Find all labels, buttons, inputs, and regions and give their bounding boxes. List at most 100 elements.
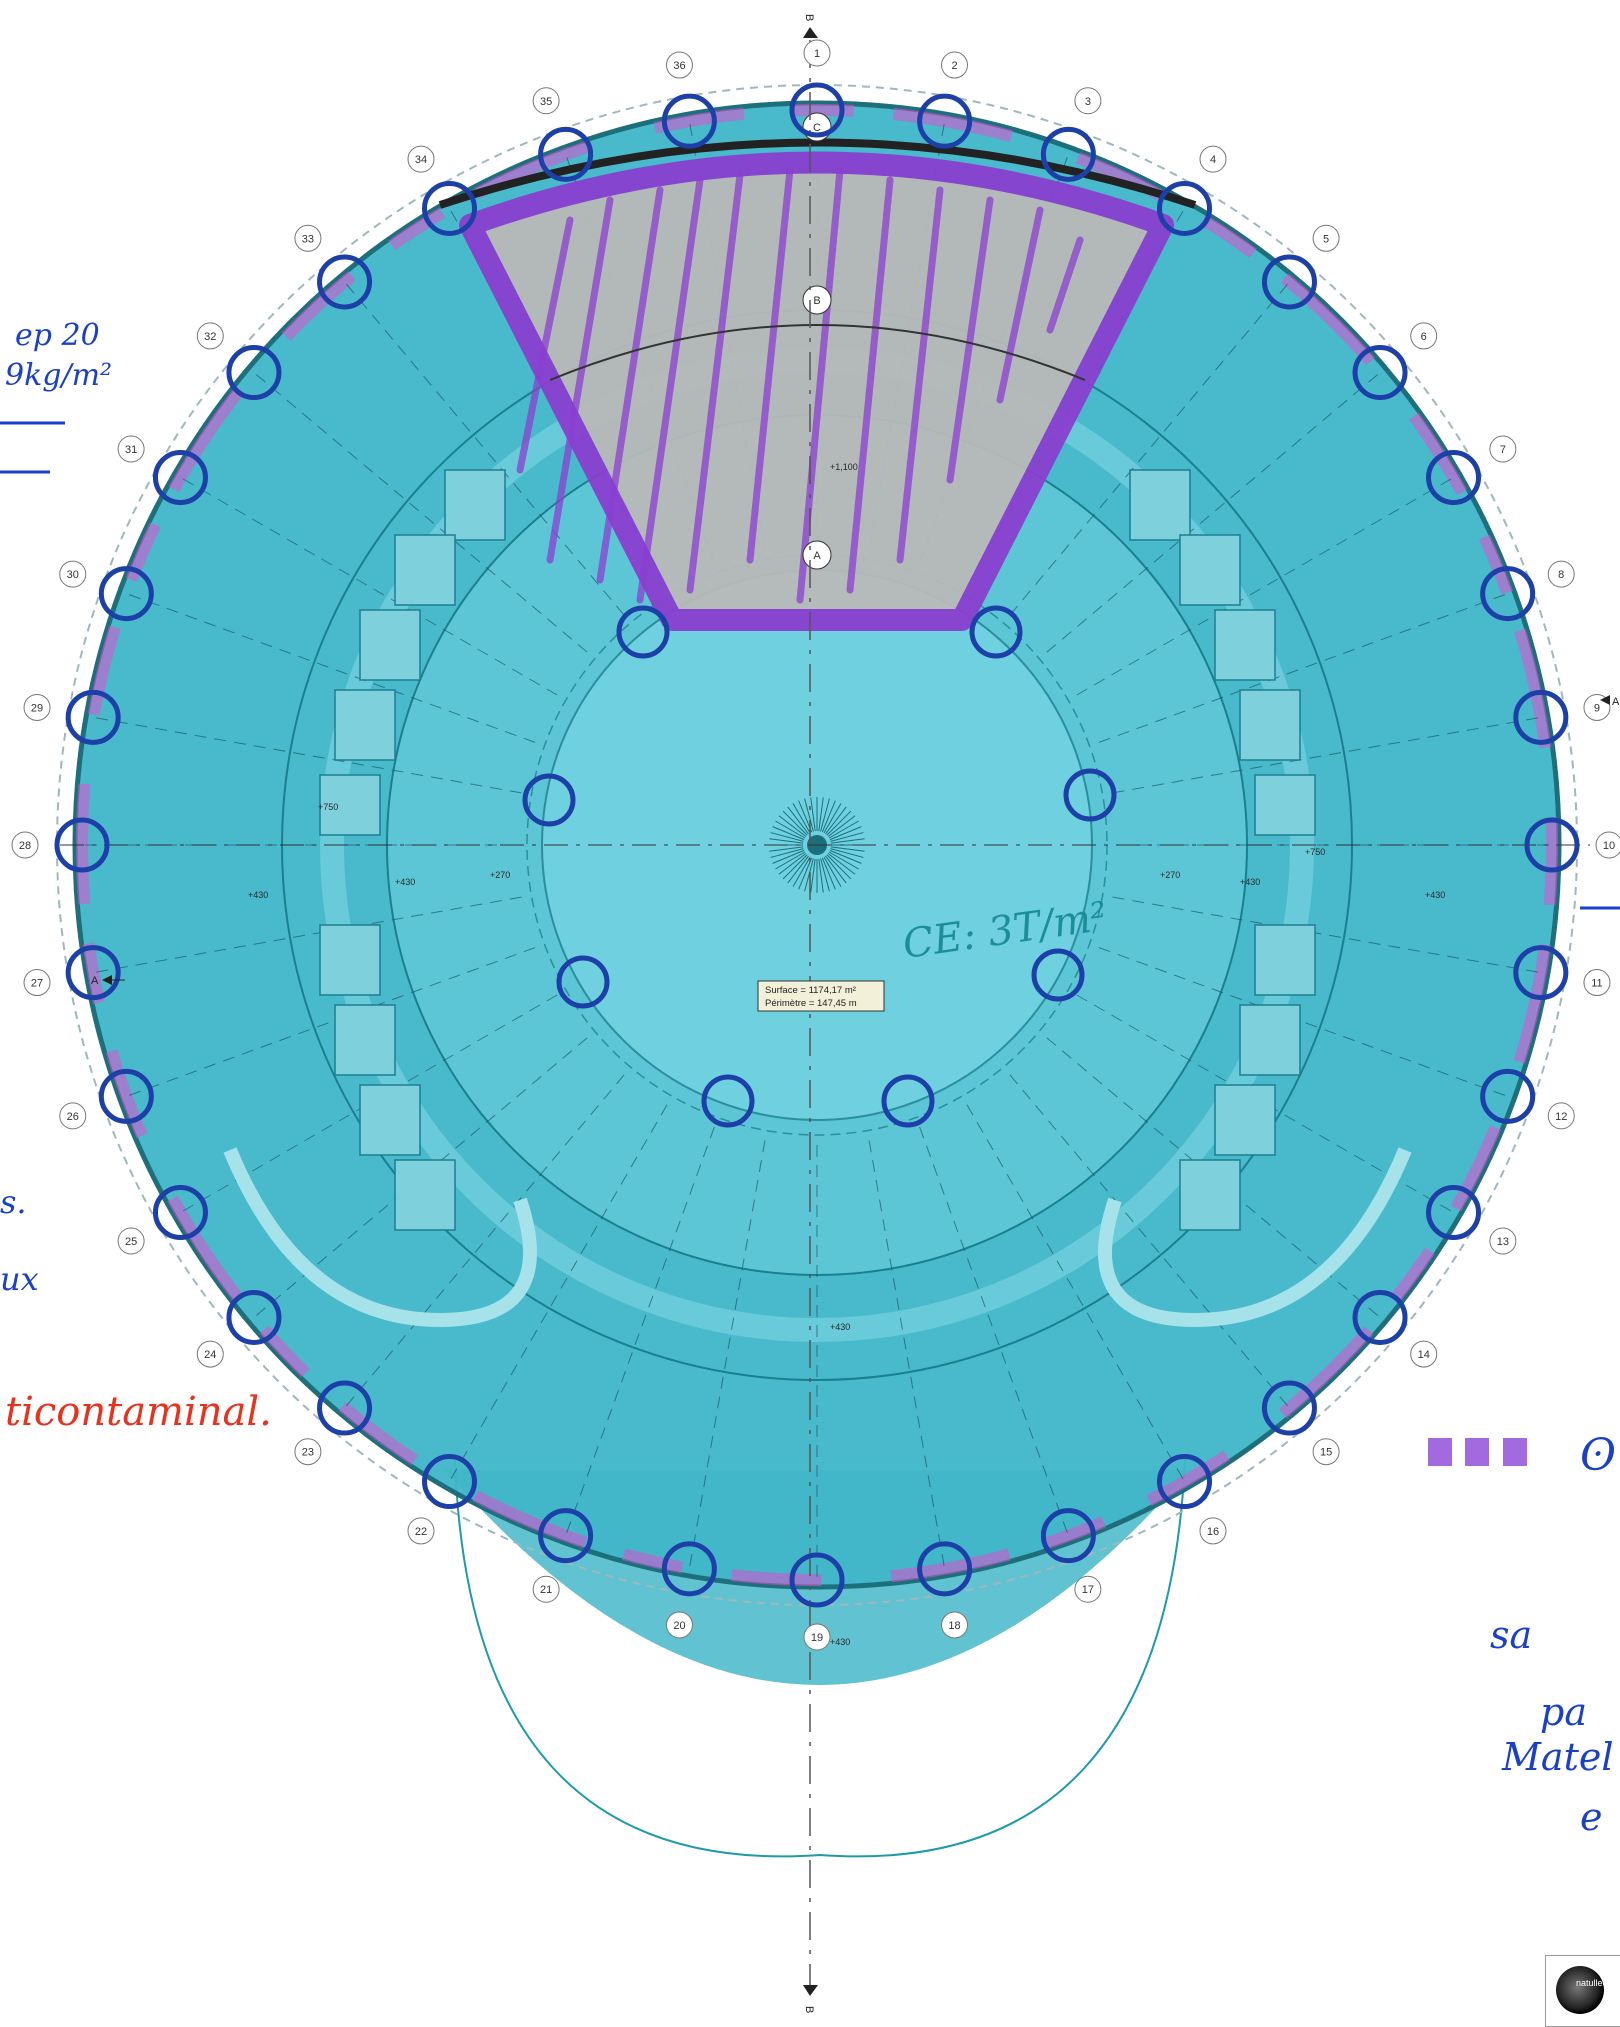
radial-line (1009, 1074, 1290, 1409)
grid-number-35: 35 (532, 87, 560, 115)
elevation-east-hall: +430 (1240, 877, 1260, 887)
sunburst-ray (792, 803, 811, 834)
svg-text:16: 16 (1207, 1526, 1219, 1538)
sunburst-ray (826, 854, 852, 880)
annotation-right-bottom-4: e (1580, 1795, 1603, 1839)
grid-number-30: 30 (59, 560, 87, 588)
grid-number-19: 19 (803, 1623, 831, 1651)
radial-line (1112, 896, 1541, 974)
svg-text:1: 1 (814, 48, 820, 60)
perimeter-column (1040, 126, 1096, 182)
svg-text:19: 19 (811, 1632, 823, 1644)
perimeter-column (422, 1454, 477, 1510)
perimeter-column (422, 180, 477, 236)
center-sunburst (769, 797, 865, 893)
perimeter-column (917, 1541, 973, 1597)
svg-text:31: 31 (125, 444, 137, 456)
ring-label-b: B (802, 285, 832, 315)
svg-text:Périmètre = 147,45 m: Périmètre = 147,45 m (765, 998, 857, 1009)
logo-mark-icon (1556, 1966, 1604, 2014)
radial-line (1098, 947, 1508, 1097)
radial-line (565, 1126, 715, 1536)
perimeter-column (661, 1541, 717, 1597)
annotation-top-left-1: ep 20 (15, 318, 100, 353)
perimeter-column (1157, 1454, 1212, 1510)
sunburst-ray (804, 858, 814, 892)
sunburst-ray (828, 820, 859, 839)
annotation-left-red: ticontaminal. (5, 1389, 272, 1435)
elevation-east-ring: +270 (1160, 870, 1180, 880)
sunburst-ray (829, 849, 862, 864)
grid-number-32: 32 (196, 322, 224, 350)
grid-number-34: 34 (407, 145, 435, 173)
surface-info-box: Surface = 1174,17 m² Périmètre = 147,45 … (757, 980, 885, 1012)
grid-number-16: 16 (1199, 1517, 1227, 1545)
elevation-south-hall: +430 (830, 1322, 850, 1332)
svg-text:24: 24 (204, 1349, 216, 1361)
grid-number-22: 22 (407, 1517, 435, 1545)
grid-number-23: 23 (294, 1438, 322, 1466)
legend-right-glyph: ʘ (1580, 1430, 1616, 1481)
grid-number-11: 11 (1583, 969, 1611, 997)
radial-line (126, 593, 536, 743)
svg-text:33: 33 (302, 233, 314, 245)
grid-number-12: 12 (1547, 1102, 1575, 1130)
perimeter-column (661, 93, 717, 149)
seating-blocks-west (319, 469, 506, 1231)
radial-line (93, 716, 522, 794)
radial-line (344, 1074, 625, 1409)
grid-number-14: 14 (1410, 1340, 1438, 1368)
grid-number-5: 5 (1312, 224, 1340, 252)
svg-text:25: 25 (125, 1236, 137, 1248)
sunburst-ray (772, 849, 805, 864)
sunburst-ray (778, 853, 807, 875)
radial-line (344, 281, 625, 616)
sunburst-ray (830, 838, 865, 844)
sunburst-ray (825, 855, 847, 884)
radial-line (919, 1126, 1069, 1536)
svg-text:13: 13 (1497, 1236, 1509, 1248)
perimeter-column (98, 1068, 154, 1124)
svg-text:35: 35 (540, 96, 552, 108)
section-marker-left: A (91, 975, 125, 987)
svg-text:2: 2 (951, 60, 957, 72)
grid-number-15: 15 (1312, 1438, 1340, 1466)
grid-number-28: 28 (11, 831, 39, 859)
sunburst-ray (769, 846, 804, 852)
elevation-east-corridor: +430 (1425, 890, 1445, 900)
sunburst-ray (778, 815, 807, 837)
radial-line (1046, 372, 1381, 653)
radial-line (180, 477, 558, 696)
radial-line (688, 1140, 766, 1569)
perimeter-column (54, 817, 110, 873)
perimeter-columns (54, 82, 1580, 1608)
perimeter-column (1261, 254, 1317, 310)
perimeter-column (1480, 1068, 1536, 1124)
sunburst-ray (810, 797, 816, 832)
perimeter-column (1480, 566, 1536, 622)
perimeter-column (789, 1552, 845, 1608)
sunburst-ray (820, 798, 830, 832)
svg-text:A: A (91, 975, 99, 987)
grid-number-7: 7 (1489, 435, 1517, 463)
sunburst-ray (830, 848, 864, 858)
svg-text:A: A (1612, 696, 1620, 708)
perimeter-column (1513, 945, 1569, 1001)
perimeter-column (538, 1508, 594, 1564)
grid-number-33: 33 (294, 224, 322, 252)
perimeter-column (226, 345, 282, 401)
perimeter-column (65, 689, 121, 745)
grid-number-26: 26 (59, 1102, 87, 1130)
stage-arc (549, 324, 1086, 381)
perimeter-column (789, 82, 845, 138)
grid-number-31: 31 (117, 435, 145, 463)
svg-text:8: 8 (1558, 569, 1564, 581)
sunburst-ray (810, 858, 816, 893)
annotation-right-bottom-3: Matel (1501, 1735, 1613, 1779)
svg-text:23: 23 (302, 1447, 314, 1459)
perimeter-column (317, 254, 373, 310)
svg-text:14: 14 (1418, 1349, 1430, 1361)
svg-text:27: 27 (31, 978, 43, 990)
perimeter-column (1040, 1508, 1096, 1564)
